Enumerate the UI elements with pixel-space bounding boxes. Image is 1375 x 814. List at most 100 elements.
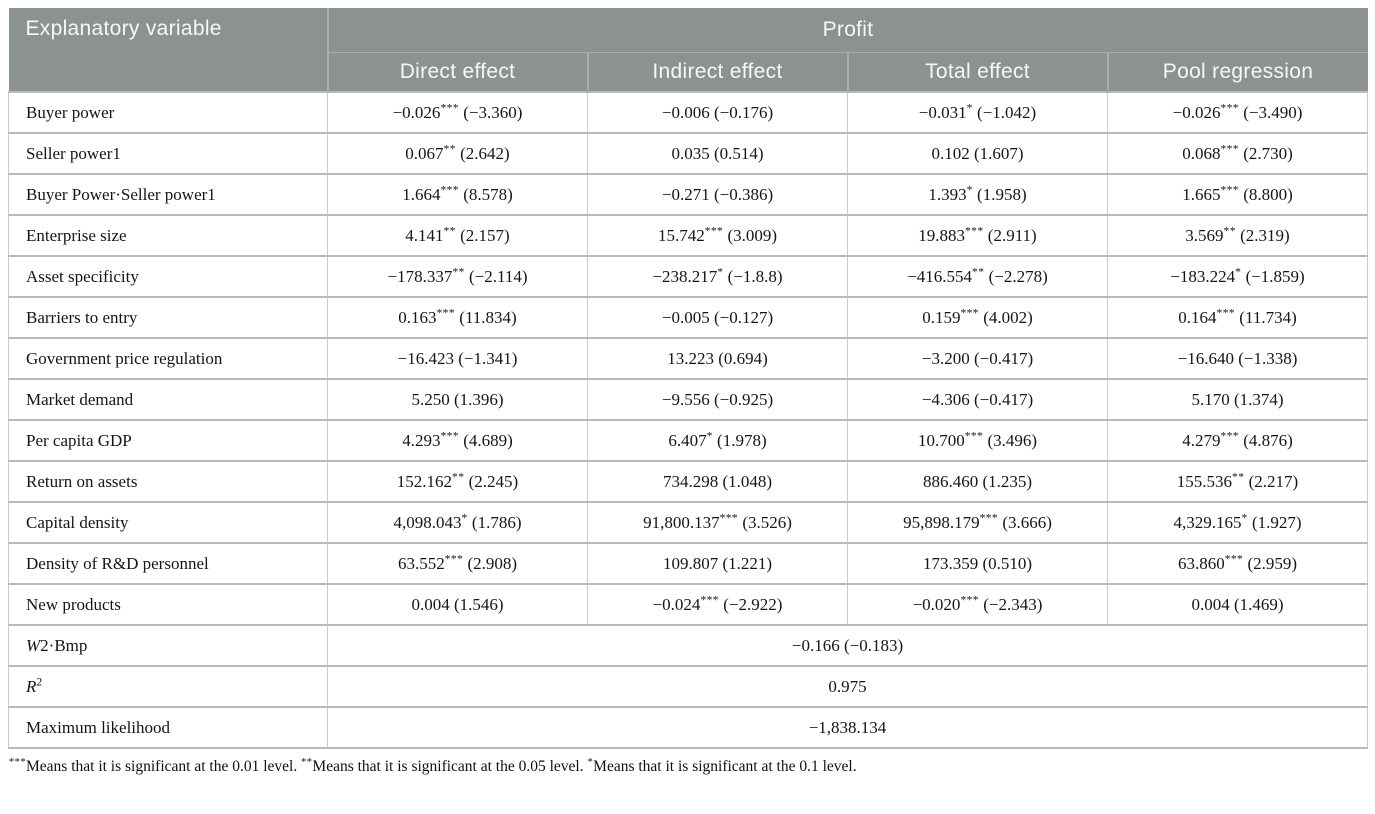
row-label: New products <box>8 583 328 625</box>
row-value: 0.004 (1.546) <box>327 583 588 625</box>
header-row-columns: Direct effect Indirect effect Total effe… <box>9 52 1368 92</box>
row-value: −0.031* (−1.042) <box>847 91 1108 133</box>
row-value: −0.026*** (−3.360) <box>327 91 588 133</box>
row-label: Asset specificity <box>8 255 328 297</box>
row-value: 109.807 (1.221) <box>587 542 848 584</box>
row-value: 15.742*** (3.009) <box>587 214 848 256</box>
row-value: 0.163*** (11.834) <box>327 296 588 338</box>
header-total-effect: Total effect <box>846 52 1108 92</box>
row-value: 0.004 (1.469) <box>1106 583 1369 625</box>
row-span-value: 0.975 <box>326 665 1369 707</box>
row-value: −238.217* (−1.8.8) <box>587 255 848 297</box>
row-label: Buyer Power·Seller power1 <box>8 173 328 215</box>
row-value: 4,329.165* (1.927) <box>1106 501 1369 543</box>
row-label: Buyer power <box>8 91 328 133</box>
header-pool-regression: Pool regression <box>1106 52 1368 92</box>
row-label: Enterprise size <box>8 214 328 256</box>
table-row: Market demand 5.250 (1.396) −9.556 (−0.925… <box>8 378 1369 420</box>
header-profit-group: Profit <box>326 8 1368 53</box>
row-value: 5.250 (1.396) <box>327 378 588 420</box>
row-value: 63.860*** (2.959) <box>1106 542 1369 584</box>
row-value: −0.026*** (−3.490) <box>1106 91 1369 133</box>
row-label: Per capita GDP <box>8 419 328 461</box>
row-value: −9.556 (−0.925) <box>587 378 848 420</box>
row-value: 4,098.043* (1.786) <box>327 501 588 543</box>
row-value: 19.883*** (2.911) <box>847 214 1108 256</box>
table-body: Buyer power −0.026*** (−3.360) −0.006 (−0.… <box>8 91 1369 748</box>
significance-footnote: ***Means that it is significant at the 0… <box>9 756 857 775</box>
row-label: Return on assets <box>8 460 328 502</box>
row-value: 0.164*** (11.734) <box>1106 296 1369 338</box>
row-value: 4.141** (2.157) <box>327 214 588 256</box>
table-row: Capital density 4,098.043* (1.786) 91,800.… <box>8 501 1369 543</box>
row-value: 3.569** (2.319) <box>1106 214 1369 256</box>
row-label: Market demand <box>8 378 328 420</box>
row-value: 91,800.137*** (3.526) <box>587 501 848 543</box>
row-value: 5.170 (1.374) <box>1106 378 1369 420</box>
row-value: −183.224* (−1.859) <box>1106 255 1369 297</box>
table-row: Density of R&D personnel 63.552*** (2.908… <box>8 542 1369 584</box>
row-value: −0.005 (−0.127) <box>587 296 848 338</box>
row-value: 155.536** (2.217) <box>1106 460 1369 502</box>
row-value: 0.068*** (2.730) <box>1106 132 1369 174</box>
row-value: 6.407* (1.978) <box>587 419 848 461</box>
table-row: New products 0.004 (1.546) −0.024*** (−2.9… <box>8 583 1369 625</box>
row-label: R2 <box>8 665 328 707</box>
header-explanatory-variable: Explanatory variable <box>8 8 328 92</box>
header-indirect-effect: Indirect effect <box>586 52 848 92</box>
row-value: 1.665*** (8.800) <box>1106 173 1369 215</box>
row-value: −0.006 (−0.176) <box>587 91 848 133</box>
row-value: 0.102 (1.607) <box>847 132 1108 174</box>
row-label: Maximum likelihood <box>8 706 328 748</box>
row-value: −4.306 (−0.417) <box>847 378 1108 420</box>
row-label: Government price regulation <box>8 337 328 379</box>
row-label: Capital density <box>8 501 328 543</box>
regression-results-table: Explanatory variable Profit Direct effec… <box>8 8 1369 749</box>
table-row: Asset specificity −178.337** (−2.114) −238… <box>8 255 1369 297</box>
row-value: 152.162** (2.245) <box>327 460 588 502</box>
row-value: −0.271 (−0.386) <box>587 173 848 215</box>
row-value: 0.067** (2.642) <box>327 132 588 174</box>
row-value: −178.337** (−2.114) <box>327 255 588 297</box>
row-value: 886.460 (1.235) <box>847 460 1108 502</box>
row-value: −0.024*** (−2.922) <box>587 583 848 625</box>
row-value: 95,898.179*** (3.666) <box>847 501 1108 543</box>
row-value: 4.279*** (4.876) <box>1106 419 1369 461</box>
table-row: Buyer Power·Seller power1 1.664*** (8.578… <box>8 173 1369 215</box>
row-label: W2·Bmp <box>8 624 328 666</box>
table-row: R2 0.975 <box>8 665 1369 707</box>
row-value: 1.664*** (8.578) <box>327 173 588 215</box>
table-row: Buyer power −0.026*** (−3.360) −0.006 (−0.… <box>8 91 1369 133</box>
table-header: Explanatory variable Profit Direct effec… <box>8 8 1368 92</box>
header-row-group: Explanatory variable Profit <box>8 8 1368 92</box>
table-row: Government price regulation −16.423 (−1.3… <box>8 337 1369 379</box>
row-value: 0.035 (0.514) <box>587 132 848 174</box>
row-value: 10.700*** (3.496) <box>847 419 1108 461</box>
row-span-value: −0.166 (−0.183) <box>326 624 1369 666</box>
row-value: −16.640 (−1.338) <box>1106 337 1369 379</box>
row-value: 173.359 (0.510) <box>847 542 1108 584</box>
table-row: Seller power1 0.067** (2.642) 0.035 (0.514… <box>8 132 1369 174</box>
row-value: 734.298 (1.048) <box>587 460 848 502</box>
row-value: −16.423 (−1.341) <box>327 337 588 379</box>
row-value: 4.293*** (4.689) <box>327 419 588 461</box>
table-row: Per capita GDP 4.293*** (4.689) 6.407* (1.… <box>8 419 1369 461</box>
row-value: 63.552*** (2.908) <box>327 542 588 584</box>
row-value: 1.393* (1.958) <box>847 173 1108 215</box>
table-row: Return on assets 152.162** (2.245) 734.298… <box>8 460 1369 502</box>
row-value: −3.200 (−0.417) <box>847 337 1108 379</box>
table-row: Maximum likelihood −1,838.134 <box>8 706 1369 748</box>
row-value: 13.223 (0.694) <box>587 337 848 379</box>
row-label: Density of R&D personnel <box>8 542 328 584</box>
table-row: Enterprise size 4.141** (2.157) 15.742*** … <box>8 214 1369 256</box>
row-span-value: −1,838.134 <box>326 706 1369 748</box>
table-row: W2·Bmp −0.166 (−0.183) <box>8 624 1369 666</box>
row-label: Seller power1 <box>8 132 328 174</box>
row-value: −0.020*** (−2.343) <box>847 583 1108 625</box>
paper-table-page: Explanatory variable Profit Direct effec… <box>8 8 1369 775</box>
table-row: Barriers to entry 0.163*** (11.834) −0.005… <box>8 296 1369 338</box>
row-value: 0.159*** (4.002) <box>847 296 1108 338</box>
row-label: Barriers to entry <box>8 296 328 338</box>
header-direct-effect: Direct effect <box>326 52 588 92</box>
row-value: −416.554** (−2.278) <box>847 255 1108 297</box>
